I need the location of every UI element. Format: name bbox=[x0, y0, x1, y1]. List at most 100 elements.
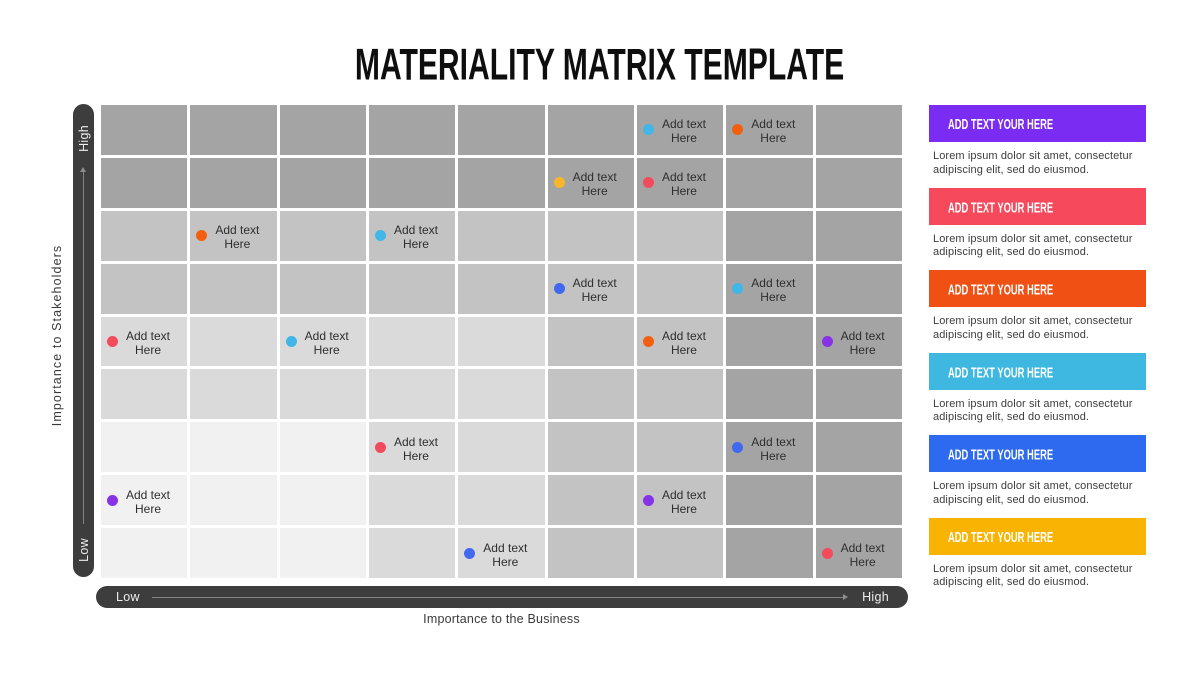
legend-banner[interactable]: ADD TEXT YOUR HERE bbox=[929, 105, 1146, 142]
matrix-cell bbox=[637, 422, 724, 473]
point-label[interactable]: Add text Here bbox=[304, 329, 349, 357]
matrix-point[interactable]: Add text Here bbox=[374, 434, 441, 463]
legend-body-text[interactable]: Lorem ipsum dolor sit amet, consectetur … bbox=[933, 315, 1133, 341]
legend-banner-heading[interactable]: ADD TEXT YOUR HERE bbox=[948, 363, 1054, 380]
y-axis-arrow-head-icon bbox=[80, 167, 86, 172]
y-axis-arrow-line bbox=[83, 172, 84, 524]
point-dot-icon bbox=[374, 230, 386, 242]
x-axis-min-label: Low bbox=[116, 590, 140, 604]
matrix-point[interactable]: Add text Here bbox=[107, 488, 173, 516]
matrix-point[interactable]: Add text Here bbox=[464, 541, 530, 569]
point-label[interactable]: Add text Here bbox=[661, 329, 706, 357]
point-label[interactable]: Add text Here bbox=[661, 117, 706, 146]
matrix-cell bbox=[458, 263, 545, 314]
matrix-point[interactable]: Add text Here bbox=[642, 329, 709, 357]
point-label[interactable]: Add text Here bbox=[215, 223, 260, 252]
point-label[interactable]: Add text Here bbox=[840, 329, 885, 357]
matrix-cell bbox=[637, 369, 724, 420]
x-axis-bar: Low High bbox=[96, 586, 908, 608]
matrix-point[interactable]: Add text Here bbox=[553, 276, 620, 305]
matrix-cell bbox=[815, 475, 902, 526]
legend-banner[interactable]: ADD TEXT YOUR HERE bbox=[929, 187, 1146, 225]
matrix-cell bbox=[547, 316, 634, 367]
matrix-cell bbox=[815, 105, 902, 155]
legend-banner[interactable]: ADD TEXT YOUR HERE bbox=[929, 435, 1146, 472]
point-label[interactable]: Add text Here bbox=[125, 329, 171, 357]
legend-body-text[interactable]: Lorem ipsum dolor sit amet, consectetur … bbox=[933, 232, 1133, 259]
point-label[interactable]: Add text Here bbox=[572, 170, 617, 199]
matrix-cell bbox=[726, 157, 813, 208]
legend-banner-heading[interactable]: ADD TEXT YOUR HERE bbox=[948, 280, 1054, 298]
legend-panel: ADD TEXT YOUR HERE Lorem ipsum dolor sit … bbox=[929, 105, 1146, 600]
point-dot-icon bbox=[107, 494, 118, 506]
point-label[interactable]: Add text Here bbox=[751, 434, 796, 463]
legend-banner[interactable]: ADD TEXT YOUR HERE bbox=[929, 517, 1146, 555]
x-axis-arrow-line bbox=[152, 597, 844, 598]
matrix-cell bbox=[637, 210, 724, 261]
matrix-point[interactable]: Add text Here bbox=[642, 117, 709, 146]
point-label[interactable]: Add text Here bbox=[393, 223, 438, 252]
matrix-cell bbox=[547, 105, 634, 155]
legend-banner-heading[interactable]: ADD TEXT YOUR HERE bbox=[948, 528, 1054, 545]
point-label[interactable]: Add text Here bbox=[125, 487, 171, 516]
legend-entry: ADD TEXT YOUR HERE Lorem ipsum dolor sit … bbox=[929, 435, 1146, 507]
matrix-cell bbox=[547, 369, 634, 420]
matrix-cell bbox=[815, 263, 902, 314]
matrix-cell bbox=[369, 528, 456, 578]
point-dot-icon bbox=[642, 336, 654, 347]
matrix-point[interactable]: Add text Here bbox=[732, 435, 798, 463]
point-dot-icon bbox=[732, 124, 744, 136]
legend-body-text[interactable]: Lorem ipsum dolor sit amet, consectetur … bbox=[933, 562, 1133, 589]
matrix-point[interactable]: Add text Here bbox=[642, 170, 709, 199]
legend-body-text[interactable]: Lorem ipsum dolor sit amet, consectetur … bbox=[933, 150, 1133, 176]
point-label[interactable]: Add text Here bbox=[751, 117, 796, 146]
legend-body-text[interactable]: Lorem ipsum dolor sit amet, consectetur … bbox=[933, 397, 1133, 424]
matrix-point[interactable]: Add text Here bbox=[374, 223, 441, 252]
legend-entry: ADD TEXT YOUR HERE Lorem ipsum dolor sit … bbox=[929, 352, 1146, 425]
matrix-cell bbox=[279, 157, 366, 208]
matrix-point[interactable]: Add text Here bbox=[732, 117, 798, 145]
point-dot-icon bbox=[821, 336, 833, 347]
matrix-cell bbox=[815, 369, 902, 420]
matrix-cell bbox=[547, 210, 634, 261]
matrix-point[interactable]: Add text Here bbox=[642, 487, 709, 516]
matrix-cell bbox=[101, 369, 188, 420]
legend-banner-heading[interactable]: ADD TEXT YOUR HERE bbox=[948, 445, 1054, 463]
matrix-cell bbox=[726, 528, 813, 578]
point-dot-icon bbox=[821, 547, 833, 559]
matrix-point[interactable]: Add text Here bbox=[196, 223, 262, 251]
matrix-point[interactable]: Add text Here bbox=[107, 329, 173, 357]
matrix-point[interactable]: Add text Here bbox=[553, 170, 620, 199]
point-label[interactable]: Add text Here bbox=[840, 540, 885, 569]
matrix-cell bbox=[369, 157, 456, 208]
point-label[interactable]: Add text Here bbox=[483, 540, 528, 569]
matrix-cell bbox=[547, 475, 634, 526]
matrix-point[interactable]: Add text Here bbox=[821, 329, 888, 357]
point-label[interactable]: Add text Here bbox=[661, 487, 706, 516]
matrix-cell bbox=[547, 528, 634, 578]
matrix-cell bbox=[279, 105, 366, 155]
matrix-cell bbox=[815, 157, 902, 208]
y-axis-bar: High Low bbox=[73, 104, 94, 577]
point-label[interactable]: Add text Here bbox=[661, 170, 706, 199]
point-label[interactable]: Add text Here bbox=[751, 276, 796, 305]
point-label[interactable]: Add text Here bbox=[393, 434, 438, 463]
matrix-cell bbox=[458, 157, 545, 208]
matrix-cell bbox=[190, 528, 277, 578]
matrix-point[interactable]: Add text Here bbox=[285, 329, 352, 357]
materiality-matrix-grid bbox=[101, 105, 902, 578]
legend-body-text[interactable]: Lorem ipsum dolor sit amet, consectetur … bbox=[933, 480, 1133, 506]
legend-banner-heading[interactable]: ADD TEXT YOUR HERE bbox=[948, 115, 1054, 133]
matrix-cell bbox=[279, 263, 366, 314]
point-label[interactable]: Add text Here bbox=[572, 276, 617, 305]
legend-banner-heading[interactable]: ADD TEXT YOUR HERE bbox=[948, 198, 1054, 215]
legend-banner[interactable]: ADD TEXT YOUR HERE bbox=[929, 352, 1146, 390]
matrix-cell bbox=[726, 316, 813, 367]
point-dot-icon bbox=[642, 494, 654, 506]
point-dot-icon bbox=[464, 547, 476, 559]
matrix-cell bbox=[458, 210, 545, 261]
legend-banner[interactable]: ADD TEXT YOUR HERE bbox=[929, 270, 1146, 307]
slide-title-wrap: MATERIALITY MATRIX TEMPLATE bbox=[0, 43, 1200, 88]
matrix-point[interactable]: Add text Here bbox=[821, 540, 888, 569]
matrix-point[interactable]: Add text Here bbox=[732, 276, 798, 304]
